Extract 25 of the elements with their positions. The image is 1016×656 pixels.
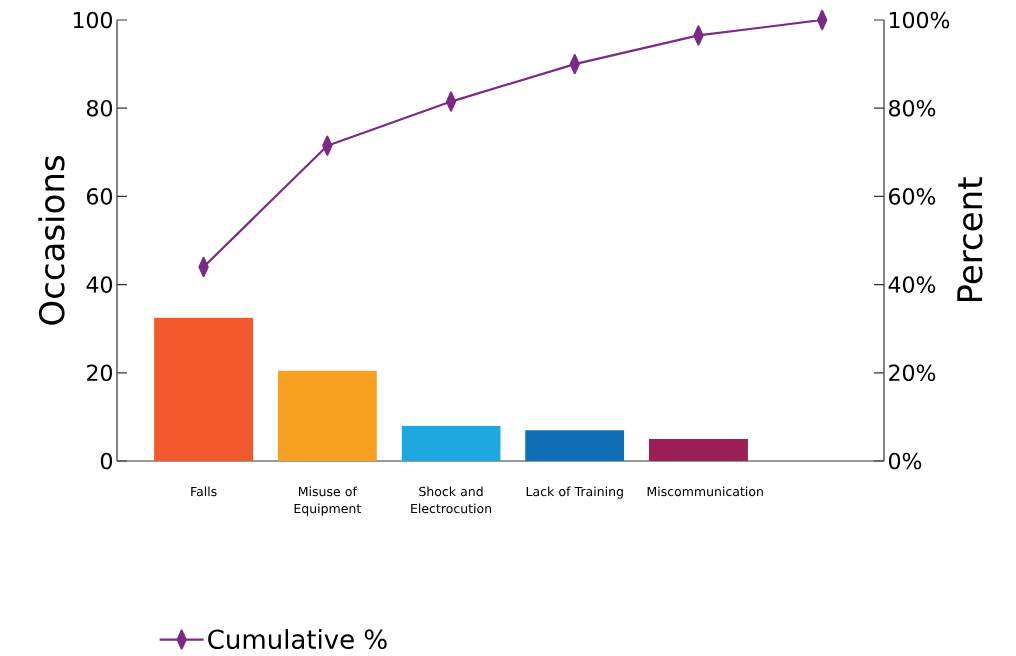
y2-tick-label: 80% (889, 99, 936, 117)
bar (277, 370, 377, 461)
x-tick-label: Miscommunication (647, 486, 763, 497)
x-tick-label: Misuse of Equipment (294, 486, 361, 516)
y-tick-label: 100 (73, 11, 112, 29)
legend-label: Cumulative % (208, 628, 387, 650)
y2-tick-label: 20% (889, 364, 936, 382)
bar (401, 425, 501, 461)
y-tick-label: 0 (100, 452, 112, 470)
y2-axis-title: Percent (957, 177, 983, 302)
x-tick-label: Lack of Training (526, 486, 623, 499)
y-tick-label: 80 (86, 99, 112, 117)
bar (525, 430, 625, 461)
y2-tick-label: 40% (888, 276, 936, 293)
y2-tick-label: 0% (888, 452, 922, 470)
x-tick-label: Falls (191, 486, 217, 497)
y2-tick-label: 60% (889, 188, 936, 205)
y-tick-label: 60 (87, 188, 112, 205)
y-tick-label: 40 (86, 276, 112, 293)
y2-tick-label: 100% (889, 11, 950, 29)
bar (648, 438, 748, 461)
y-tick-label: 20 (87, 364, 112, 382)
x-tick-label: Shock and Electrocution (411, 486, 492, 514)
bar (154, 317, 254, 461)
y-axis-title: Occasions (38, 156, 65, 325)
